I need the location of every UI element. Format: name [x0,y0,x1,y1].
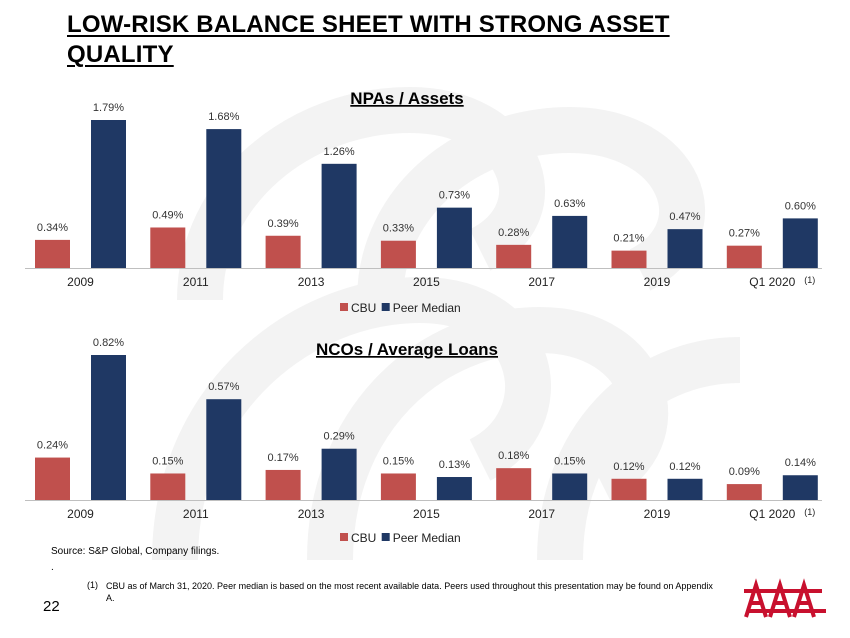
footnote-number: (1) [87,580,98,590]
nco-data-label: 0.18% [498,450,529,462]
nco-bar-peer-5 [667,478,703,500]
npa-data-label: 0.33% [383,223,414,235]
nco-data-label: 0.15% [152,455,183,467]
npa-data-label: 0.27% [729,228,760,240]
npa-bar-peer-0 [91,120,126,268]
npa-bar-cbu-2 [265,235,301,268]
nco-bar-peer-2 [321,448,357,500]
npa-data-label: 1.26% [323,146,354,158]
nco-data-label: 0.12% [669,461,700,473]
nco-data-label: 0.82% [93,337,124,349]
nco-legend-swatch [340,533,348,541]
npa-bar-peer-4 [552,215,588,268]
npa-category-note: (1) [804,275,815,285]
npa-data-label: 0.73% [439,190,470,202]
npa-bar-peer-3 [436,207,472,268]
npa-data-label: 0.39% [267,218,298,230]
npa-category-label: 2009 [67,275,94,289]
nco-category-label: 2013 [298,507,325,521]
nco-data-label: 0.24% [37,440,68,452]
nco-data-label: 0.09% [729,466,760,478]
npa-data-label: 0.60% [785,200,816,212]
npa-data-label: 0.34% [37,222,68,234]
npa-category-label: 2011 [183,275,209,289]
nco-bar-peer-1 [206,399,242,500]
npa-bar-cbu-3 [380,240,416,268]
nco-category-note: (1) [804,507,815,517]
chart-title: NCOs / Average Loans [316,340,498,359]
nco-bar-cbu-6 [726,484,762,500]
npa-category-label: 2019 [644,275,671,289]
npa-bar-peer-2 [321,163,357,268]
npa-category-label: Q1 2020 [749,275,795,289]
nco-data-label: 0.13% [439,459,470,471]
nco-bar-cbu-2 [265,469,301,500]
ncos-average-loans-chart: NCOs / Average Loans 0.24% 0.82% 2009 0.15% 0… [25,337,822,545]
nco-category-label: 2009 [67,507,94,521]
nco-bar-cbu-1 [150,473,186,500]
nco-bar-peer-4 [552,473,588,500]
nco-bar-cbu-3 [380,473,416,500]
nco-category-label: 2017 [528,507,555,521]
nco-data-label: 0.14% [785,457,816,469]
npa-category-label: 2017 [528,275,555,289]
npa-bar-cbu-6 [726,245,762,268]
npa-data-label: 0.28% [498,227,529,239]
nco-data-label: 0.17% [267,452,298,464]
nco-bar-cbu-0 [35,457,70,500]
npas-assets-chart: NPAs / Assets 0.34% 1.79% 2009 0.49% 1.68% 201… [25,89,822,315]
npa-bar-cbu-0 [35,239,70,268]
nco-data-label: 0.57% [208,381,239,393]
source-note: Source: S&P Global, Company filings. [51,546,220,557]
footnote-text: CBU as of March 31, 2020. Peer median is… [106,581,713,603]
npa-data-label: 0.49% [152,209,183,221]
npa-legend-label: CBU [351,301,376,315]
npa-data-label: 1.79% [93,102,124,114]
company-logo-icon [744,578,826,618]
nco-category-label: Q1 2020 [749,507,795,521]
nco-legend-swatch [381,533,390,541]
npa-bar-cbu-5 [611,250,647,268]
nco-category-label: 2019 [644,507,671,521]
nco-data-label: 0.15% [383,455,414,467]
npa-category-label: 2013 [298,275,325,289]
npa-legend-swatch [340,303,348,311]
npa-category-label: 2015 [413,275,440,289]
nco-data-label: 0.15% [554,455,585,467]
npa-data-label: 1.68% [208,111,239,123]
nco-category-label: 2011 [183,507,209,521]
nco-data-label: 0.12% [613,461,644,473]
npa-bar-cbu-4 [496,244,532,268]
page-number: 22 [43,598,60,615]
npa-legend-swatch [381,303,390,311]
nco-data-label: 0.29% [323,431,354,443]
nco-category-label: 2015 [413,507,440,521]
npa-data-label: 0.47% [669,211,700,223]
page-title: LOW-RISK BALANCE SHEET WITH STRONG ASSET… [67,11,670,68]
npa-bar-cbu-1 [150,227,186,268]
npa-legend-label: Peer Median [393,301,461,315]
npa-data-label: 0.21% [613,233,644,245]
chart-title: NPAs / Assets [350,89,463,108]
source-dot: . [51,562,54,573]
nco-bar-cbu-4 [496,468,532,500]
nco-legend-label: CBU [351,531,376,545]
npa-bar-peer-5 [667,229,703,268]
npa-bar-peer-1 [206,129,242,268]
nco-bar-peer-0 [91,355,126,500]
npa-bar-peer-6 [782,218,818,268]
npa-data-label: 0.63% [554,198,585,210]
nco-bar-peer-6 [782,475,818,500]
nco-bar-cbu-5 [611,478,647,500]
nco-bar-peer-3 [436,477,472,500]
nco-legend-label: Peer Median [393,531,461,545]
